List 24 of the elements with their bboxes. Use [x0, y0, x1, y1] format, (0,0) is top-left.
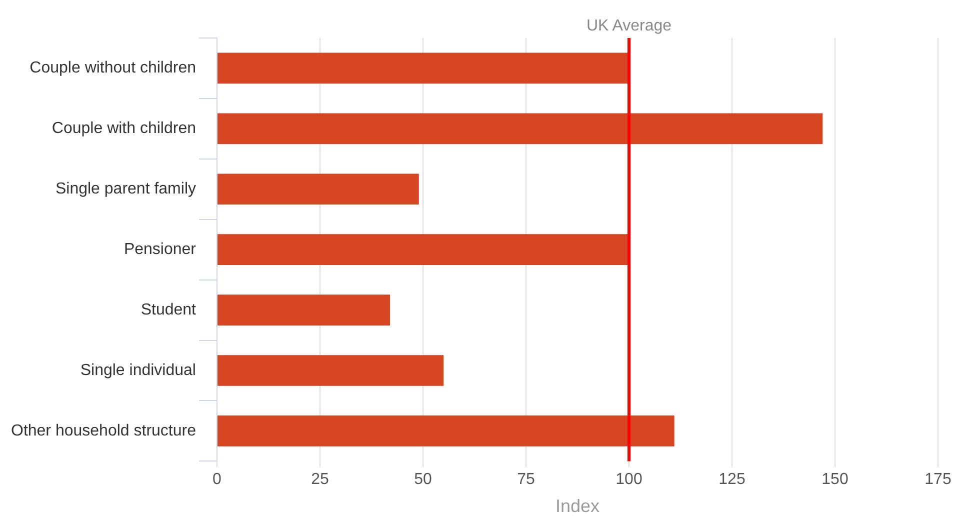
y-tick-label: Pensioner: [124, 241, 197, 258]
bar: [217, 234, 629, 266]
x-tick-label: 175: [924, 471, 952, 488]
y-tick-label: Couple without children: [30, 60, 196, 77]
x-tick-label: 100: [616, 471, 642, 488]
x-tick-label: 150: [822, 471, 848, 488]
x-axis-title: Index: [555, 496, 600, 516]
bar: [217, 294, 390, 326]
y-tick-label: Other household structure: [10, 422, 196, 440]
y-tick-label: Single parent family: [55, 180, 196, 198]
bar: [217, 416, 674, 446]
y-tick-label: Student: [140, 301, 197, 318]
bar: [217, 113, 823, 144]
x-tick-label: 50: [414, 471, 432, 488]
x-tick-label: 75: [517, 471, 535, 488]
bar: [217, 355, 444, 386]
bar: [217, 52, 629, 84]
y-tick-label: Single individual: [80, 362, 196, 379]
bar: [217, 174, 419, 205]
x-tick-label: 0: [212, 471, 222, 488]
x-tick-label: 125: [718, 471, 746, 488]
x-tick-label: 25: [311, 471, 329, 488]
ref-line-label: UK Average: [586, 17, 672, 34]
y-tick-label: Couple with children: [52, 120, 196, 138]
